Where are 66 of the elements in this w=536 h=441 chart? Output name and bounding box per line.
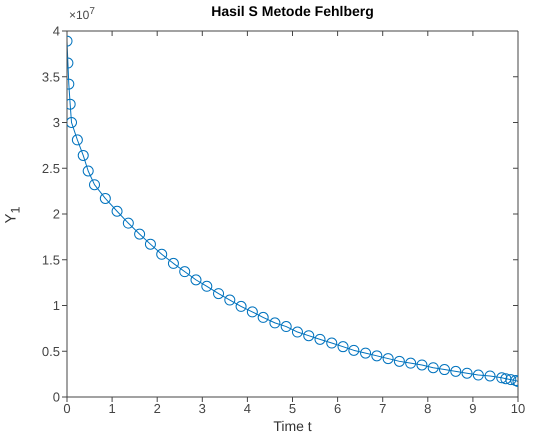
point (496, 372, 508, 384)
point (112, 206, 123, 217)
point (201, 280, 212, 292)
x-tick-label: 1 (108, 401, 116, 416)
point (246, 306, 258, 318)
y-tick-label: 3.5 (42, 69, 60, 84)
x-tick-label: 4 (244, 401, 252, 416)
y-tick-label: 0 (52, 390, 60, 405)
point (360, 348, 372, 359)
x-tick-label: 9 (469, 401, 477, 416)
x-tick-label: 7 (379, 401, 386, 416)
point (462, 368, 473, 379)
y-tick-label: 2.5 (42, 160, 60, 176)
x-tick-label: 5 (288, 401, 296, 416)
point (213, 288, 224, 300)
y-tick-label: 3 (52, 115, 60, 130)
point (505, 374, 516, 386)
y-tick-label: 4 (52, 24, 60, 39)
y-tick-label: 1.5 (42, 252, 60, 268)
point (382, 353, 394, 364)
point (338, 341, 349, 352)
point (394, 356, 405, 367)
point (89, 179, 100, 190)
point (371, 350, 382, 362)
point (269, 317, 280, 328)
x-tick-label: 0 (63, 401, 71, 416)
point (405, 358, 416, 369)
point (224, 294, 236, 306)
point (156, 248, 168, 260)
x-tick-label: 3 (198, 401, 206, 416)
point (78, 150, 89, 161)
point (450, 366, 462, 377)
point (258, 312, 269, 323)
point (500, 373, 512, 384)
point (72, 134, 83, 146)
point (67, 117, 78, 128)
point (416, 359, 428, 370)
x-tick-label: 10 (510, 401, 526, 416)
point (122, 218, 134, 229)
point (100, 192, 111, 204)
point (292, 326, 303, 338)
text: ×10$^{7}$ (69, 6, 95, 22)
point (280, 321, 292, 332)
x-tick-label: 2 (154, 401, 161, 416)
point (134, 228, 146, 240)
point (82, 165, 94, 176)
y-tick-label: 2 (52, 206, 60, 222)
point (314, 334, 326, 345)
point (168, 258, 179, 269)
x-axis-title: Time t (272, 418, 313, 434)
point (144, 238, 156, 250)
point (190, 274, 202, 286)
point (236, 300, 247, 312)
point (303, 330, 314, 342)
x-tick-label: 6 (334, 401, 342, 416)
y-tick-label: 1 (52, 298, 60, 314)
x-tick-label: 8 (424, 401, 432, 416)
point (348, 344, 360, 356)
point (179, 266, 190, 278)
point (438, 364, 450, 376)
chart-title: Hasil S Metode Fehlberg (211, 3, 374, 19)
point (472, 370, 484, 381)
point (428, 362, 439, 374)
y-tick-label: 0.5 (42, 344, 60, 359)
point (326, 338, 338, 349)
point (484, 370, 496, 382)
